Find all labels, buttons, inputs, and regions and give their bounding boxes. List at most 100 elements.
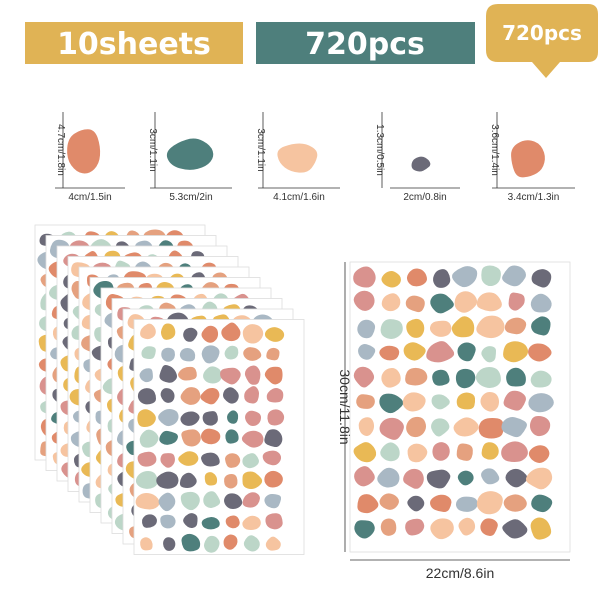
sticker	[200, 428, 221, 445]
sticker	[178, 451, 199, 466]
sticker	[381, 270, 401, 288]
sticker	[353, 266, 376, 288]
sample-height: 3.6cm/1.4in	[489, 124, 500, 176]
sheets-text: 10sheets	[57, 27, 211, 62]
sticker	[430, 518, 454, 540]
sticker	[503, 494, 527, 512]
sticker	[242, 515, 261, 530]
sticker	[181, 429, 201, 447]
sticker	[204, 535, 220, 553]
sticker	[137, 388, 157, 405]
sheet-stack	[34, 224, 305, 555]
sticker	[455, 496, 478, 512]
sticker	[456, 392, 476, 410]
pieces-text: 720pcs	[305, 27, 425, 62]
sticker	[201, 517, 220, 530]
sticker	[379, 417, 404, 440]
sticker	[179, 348, 196, 362]
sample-width: 3.4cm/1.3in	[508, 192, 560, 203]
sticker	[201, 325, 219, 343]
sheet-width: 22cm/8.6in	[426, 565, 494, 581]
sticker	[531, 494, 553, 513]
sticker	[501, 441, 528, 462]
sticker	[480, 391, 500, 412]
sticker	[202, 411, 218, 426]
sticker	[225, 429, 239, 444]
sample-sticker	[166, 138, 214, 170]
sticker	[267, 409, 285, 426]
sticker	[244, 365, 261, 385]
sticker	[430, 293, 454, 314]
sticker	[451, 316, 475, 338]
sticker	[530, 517, 552, 540]
sticker	[224, 473, 238, 489]
sample-sticker	[411, 156, 431, 172]
sticker	[223, 387, 239, 404]
sticker	[203, 491, 221, 509]
sticker	[225, 453, 241, 468]
sticker	[158, 409, 179, 427]
sticker	[357, 494, 379, 514]
sample-width: 2cm/0.8in	[403, 192, 446, 203]
sheet-height: 30cm/11.8in	[337, 369, 353, 444]
sticker	[161, 347, 175, 362]
sticker	[432, 369, 450, 386]
sticker	[454, 291, 478, 313]
sticker	[356, 394, 375, 409]
sample-height: 1.3cm/0.5in	[374, 124, 385, 176]
sticker	[242, 453, 259, 469]
sticker	[266, 347, 280, 361]
sticker	[455, 368, 476, 389]
sticker	[481, 265, 501, 287]
sticker	[426, 341, 455, 363]
sticker	[159, 365, 178, 383]
sticker	[481, 346, 496, 363]
sticker	[135, 471, 158, 489]
sticker	[429, 320, 452, 337]
sticker	[531, 269, 552, 288]
sticker	[379, 493, 399, 510]
sticker	[406, 318, 425, 338]
sample-height: 4.7cm/1.8in	[55, 124, 66, 176]
sticker	[156, 471, 179, 489]
sticker	[475, 367, 501, 389]
sticker	[139, 368, 153, 383]
sticker	[531, 316, 551, 336]
sticker	[223, 534, 238, 550]
sticker	[504, 317, 527, 335]
sticker	[181, 533, 201, 552]
sticker	[264, 470, 283, 488]
sticker	[220, 367, 241, 385]
sticker	[456, 443, 473, 461]
sticker	[140, 323, 156, 340]
sticker	[243, 535, 260, 552]
sticker	[432, 442, 450, 461]
sample-width: 5.3cm/2in	[169, 192, 212, 203]
sticker	[203, 366, 222, 384]
sticker	[243, 347, 262, 361]
sticker	[242, 492, 260, 508]
sticker	[163, 537, 176, 551]
sticker	[139, 429, 159, 448]
sticker	[458, 517, 476, 536]
sticker	[530, 370, 552, 388]
sticker	[179, 472, 197, 488]
sample-height: 3cm/1.1in	[147, 128, 158, 171]
sticker	[503, 390, 526, 411]
sticker	[481, 442, 499, 460]
sticker	[406, 268, 428, 287]
sticker	[501, 417, 527, 438]
sticker	[158, 492, 176, 512]
sticker	[264, 493, 282, 509]
sticker	[380, 518, 397, 536]
sticker	[530, 293, 552, 313]
sticker	[452, 266, 478, 288]
sticker	[204, 472, 218, 486]
sticker	[406, 416, 426, 438]
sticker	[430, 494, 452, 512]
sticker	[353, 442, 377, 463]
sticker	[266, 388, 284, 403]
sticker	[503, 341, 529, 363]
sticker	[137, 409, 156, 428]
